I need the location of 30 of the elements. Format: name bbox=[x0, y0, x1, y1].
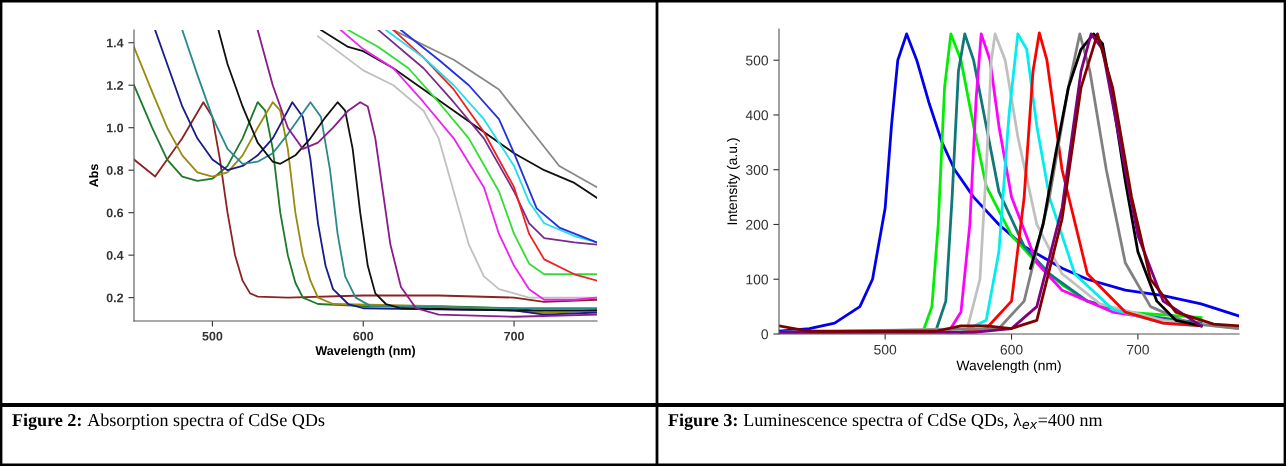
x-axis-title: Wavelength (nm) bbox=[315, 345, 415, 358]
x-tick-label: 500 bbox=[874, 344, 897, 355]
y-axis-title: Intensity (a.u.) bbox=[726, 138, 740, 225]
line-series bbox=[392, 30, 597, 189]
caption: Figure 3: bbox=[668, 413, 737, 430]
x-tick-label: 500 bbox=[202, 331, 223, 341]
y-axis-title: Abs bbox=[89, 164, 99, 187]
y-tick-label: 0.4 bbox=[106, 250, 124, 260]
x-axis-title: Wavelength (nm) bbox=[956, 360, 1061, 374]
text: Luminescence spectra of CdSe QDs, λ$_{ex}$=400 nm bbox=[743, 413, 1103, 430]
y-tick-label: 500 bbox=[745, 55, 769, 66]
y-tick-label: 0.6 bbox=[106, 208, 124, 218]
y-tick-label: 100 bbox=[746, 274, 769, 285]
y-tick-label: 1.4 bbox=[107, 38, 124, 48]
text: Absorption spectra of CdSe QDs bbox=[87, 413, 325, 430]
line-series bbox=[320, 30, 597, 199]
y-tick-label: 400 bbox=[745, 110, 769, 121]
y-tick-label: 0.2 bbox=[106, 293, 124, 303]
y-tick-label: 0.8 bbox=[106, 165, 124, 175]
y-tick-label: 0 bbox=[761, 329, 769, 340]
x-tick-label: 700 bbox=[504, 331, 524, 341]
y-tick-label: 1.2 bbox=[107, 81, 124, 90]
y-tick-label: 300 bbox=[745, 165, 769, 175]
caption: Figure 2: bbox=[12, 413, 81, 430]
line-series bbox=[392, 30, 597, 282]
y-tick-label: 1.0 bbox=[107, 123, 124, 133]
y-tick-label: 200 bbox=[746, 219, 769, 230]
x-tick-label: 600 bbox=[353, 331, 374, 341]
x-tick-label: 700 bbox=[1127, 344, 1149, 355]
x-tick-label: 600 bbox=[1000, 344, 1023, 355]
